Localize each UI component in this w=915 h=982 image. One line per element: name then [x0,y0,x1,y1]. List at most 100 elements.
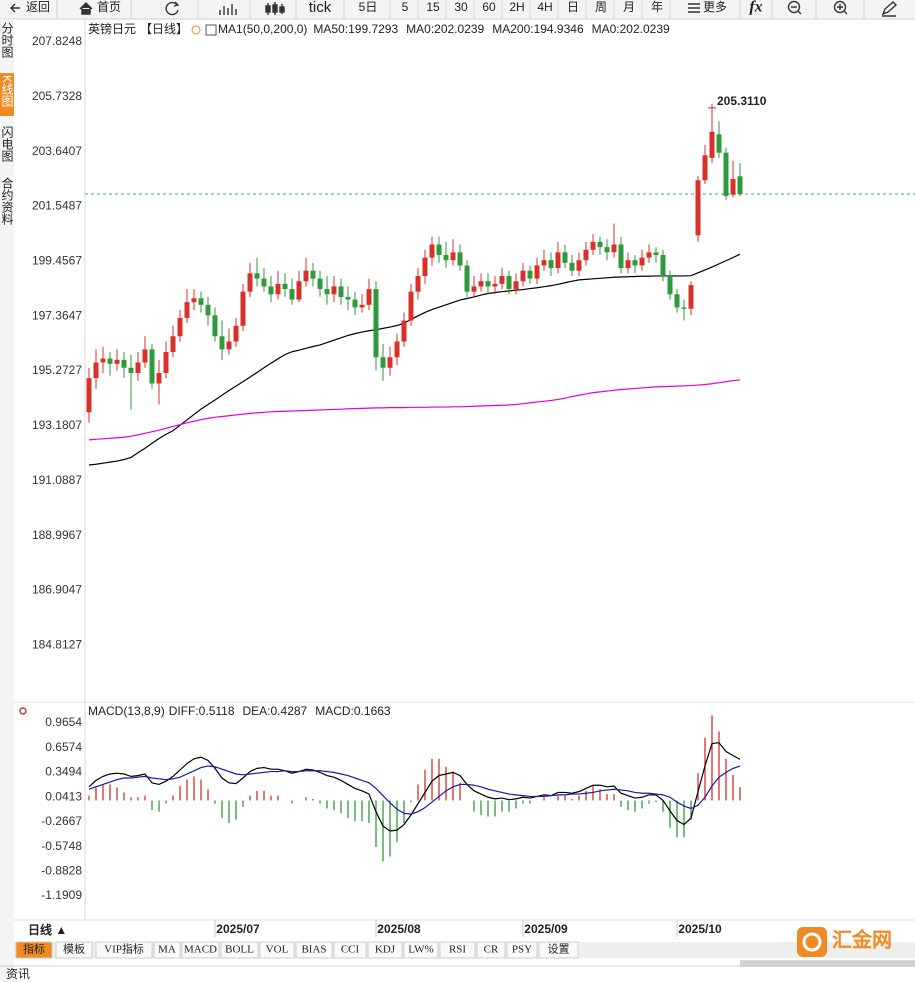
zoom-in-icon[interactable] [833,0,847,14]
sidebar [0,19,14,982]
tab-label[interactable]: 指标 [23,942,45,956]
sidebar-item[interactable]: K线图 [0,75,14,107]
candle-icon-body [265,5,271,13]
tab-label[interactable]: RSI [449,944,466,956]
candle-body [681,307,687,309]
macd-gear[interactable] [19,707,27,715]
toolbar-button[interactable]: tick [309,0,332,16]
tab-label[interactable]: VIP指标 [104,942,144,956]
tab-label[interactable]: MA [158,944,176,956]
toolbar-button[interactable]: 60 [482,0,496,14]
tab[interactable] [333,941,367,959]
tab[interactable] [367,941,403,959]
toolbar-button[interactable]: 日 [567,0,579,14]
tab-label[interactable]: CCI [341,944,360,956]
candle-body [212,315,218,337]
legend-icon [205,24,217,36]
edit-icon[interactable] [881,1,898,17]
line-series [88,253,741,466]
candle-body [317,278,323,290]
candle-body [93,362,99,379]
toolbar-button[interactable]: 周 [595,0,607,14]
candle-body [464,265,470,292]
candle-body [520,270,526,282]
tab[interactable] [476,941,506,959]
toolbar-button[interactable]: 2H [509,0,524,14]
candle-body [331,286,337,295]
y-tick-label: 207.8248 [32,34,82,48]
candle-body [590,241,596,250]
tab-label[interactable]: CR [484,944,499,956]
tab[interactable] [259,941,295,959]
candle-body [226,341,232,350]
toolbar-button[interactable]: 4H [537,0,552,14]
tab[interactable] [295,941,333,959]
toolbar-button[interactable]: 5日 [359,0,378,14]
candle-body [366,289,372,305]
tab[interactable] [55,941,93,959]
toolbar-button[interactable]: 更多 [703,0,727,14]
toolbar-button[interactable]: 30 [454,0,468,14]
footer-tab[interactable]: 资讯 [6,967,30,981]
toolbar-button[interactable]: 15 [426,0,440,14]
candle-body [128,367,134,373]
toolbar-button[interactable]: fx [749,0,762,16]
sidebar-item[interactable]: 合约资料 [0,176,14,225]
toolbar-button[interactable]: 返回 [26,0,50,14]
toolbar-button[interactable]: 月 [623,0,635,14]
refresh-icon[interactable] [165,1,180,16]
tab[interactable] [439,941,476,959]
y-tick-label: 199.4567 [32,254,82,268]
candle-body [660,254,666,276]
zoom-out-icon-glyph [791,6,802,15]
tab-label[interactable]: BOLL [225,944,254,956]
candle-body [268,286,274,295]
candle-body [436,244,442,255]
candle-body [604,247,610,253]
toolbar-button[interactable]: 5 [402,0,409,14]
y-tick-label: 205.7328 [32,89,82,103]
candle-body [310,270,316,279]
candle-body [709,131,715,158]
tab-label[interactable]: 设置 [548,943,570,956]
tab[interactable] [153,941,181,959]
candle-body [450,252,456,261]
toolbar-button[interactable]: 年 [651,0,663,14]
toolbar-button[interactable]: 首页 [97,0,121,14]
menu-icon[interactable] [688,3,700,13]
bar-icon[interactable] [219,4,237,15]
gear-icon[interactable] [19,707,27,715]
tab[interactable] [403,941,439,959]
tab-label[interactable]: PSY [512,944,532,956]
home-icon[interactable] [79,2,93,15]
legend-entry: MA50:199.7293 [313,22,398,36]
y-tick-label: -0.2667 [41,814,82,828]
candle-body [338,286,344,297]
candle-body [163,352,169,373]
tab[interactable] [220,941,259,959]
tab[interactable] [538,941,579,959]
tab[interactable] [95,941,153,959]
tab[interactable] [181,941,220,959]
y-tick-label: -1.1909 [41,888,82,902]
tab[interactable] [15,941,53,959]
candle-body [541,260,547,266]
zoom-out-icon[interactable] [787,0,801,14]
tab-label[interactable]: 模板 [63,942,85,956]
sidebar-item[interactable]: 分时图 [0,22,14,58]
sidebar-item[interactable]: 闪电图 [0,126,14,162]
tab-label[interactable]: KDJ [375,944,396,956]
tab-label[interactable]: VOL [266,944,289,956]
tab-label[interactable]: LW% [408,944,433,956]
tab-label[interactable]: BIAS [301,944,326,956]
period-button[interactable]: 日线 ▲ [28,922,67,937]
candle-body [275,283,281,295]
legend-entry: MA0:202.0239 [406,22,484,36]
legend-entry: MACD:0.1663 [315,704,391,718]
back-icon[interactable] [10,3,20,13]
tab-label[interactable]: MACD [184,944,217,956]
tab[interactable] [506,941,538,959]
x-tick-label: 2025/07 [216,922,260,936]
candle-body [625,260,631,269]
